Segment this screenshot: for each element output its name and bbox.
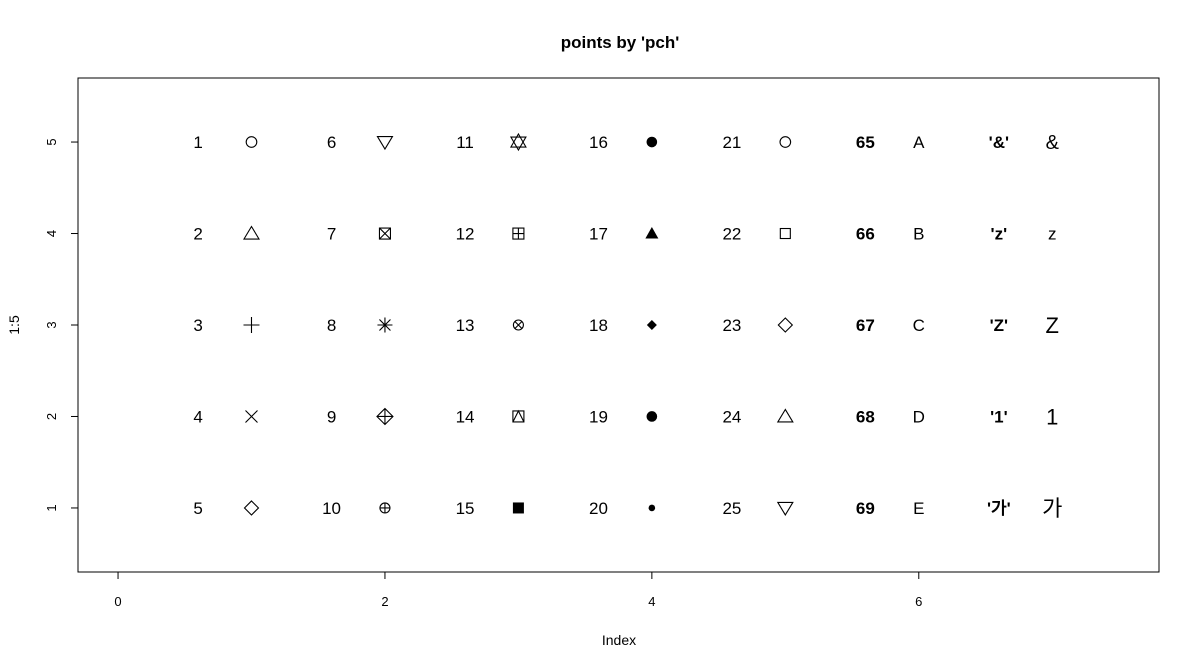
pch-label: 66 xyxy=(856,225,875,244)
point-square-cross xyxy=(378,227,392,240)
pch-character-symbol: D xyxy=(913,408,925,427)
point-filled-circle xyxy=(646,136,658,148)
point-star-of-david xyxy=(509,132,527,148)
pch-label: 69 xyxy=(856,499,875,518)
pch-label: 17 xyxy=(589,225,608,244)
y-axis-label: 1:5 xyxy=(6,315,22,335)
point-diamond-plus xyxy=(376,407,394,426)
y-tick-label: 2 xyxy=(44,413,59,420)
point-filled-circle xyxy=(646,411,658,422)
pch-label: 9 xyxy=(327,407,336,426)
point-open-diamond xyxy=(243,500,260,516)
pch-label: 67 xyxy=(856,316,875,335)
pch-column: 11 12 13 14 15 xyxy=(456,132,527,518)
pch-label: 10 xyxy=(322,499,341,518)
point-square-plus xyxy=(512,227,525,240)
pch-character-symbol: z xyxy=(1048,225,1057,244)
point-filled-triangle xyxy=(645,227,659,239)
pch-column: '&' & 'z' z 'Z' Z '1' 1 '가' 가 xyxy=(987,132,1062,521)
point-open-circle xyxy=(779,136,792,148)
point-circle-cross xyxy=(514,321,523,329)
pch-label: 12 xyxy=(456,225,475,244)
point-filled-diamond xyxy=(646,320,657,330)
pch-label: 65 xyxy=(856,133,875,152)
pch-label: 1 xyxy=(193,133,202,152)
pch-character-symbol: & xyxy=(1046,132,1060,154)
x-tick-label: 6 xyxy=(915,594,922,609)
pch-label: 'z' xyxy=(991,225,1008,244)
pch-label: 'Z' xyxy=(990,316,1008,335)
x-tick-label: 2 xyxy=(381,594,388,609)
pch-character-symbol: E xyxy=(913,499,924,518)
point-square-triangle xyxy=(512,409,525,423)
pch-label: 23 xyxy=(722,316,741,335)
pch-column: 1 2 3 4 5 xyxy=(193,133,260,518)
pch-label: 21 xyxy=(722,133,741,152)
point-open-triangle-down xyxy=(376,135,394,151)
x-axis-label: Index xyxy=(602,632,636,648)
y-tick-label: 3 xyxy=(44,321,59,328)
pch-label: 8 xyxy=(327,316,336,335)
pch-label: 20 xyxy=(589,499,608,518)
pch-label: 5 xyxy=(193,499,202,518)
pch-label: 25 xyxy=(722,499,741,518)
pch-label: 18 xyxy=(589,316,608,335)
pch-label: '가' xyxy=(987,499,1011,518)
point-asterisk xyxy=(377,317,393,333)
point-open-triangle-up xyxy=(243,225,260,240)
pch-label: 11 xyxy=(456,133,474,152)
x-tick-label: 0 xyxy=(114,594,121,609)
point-plus xyxy=(243,317,260,333)
point-open-triangle-up xyxy=(776,408,794,423)
pch-character-symbol: B xyxy=(913,225,924,244)
pch-label: 16 xyxy=(589,133,608,152)
pch-label: '1' xyxy=(990,407,1008,426)
pch-column: 65 A 66 B 67 C 68 D 69 E xyxy=(856,133,925,518)
point-open-circle xyxy=(245,136,258,148)
x-axis: 0 2 4 6 xyxy=(114,571,922,609)
pch-label: 24 xyxy=(722,407,741,426)
y-tick-label: 4 xyxy=(44,230,59,237)
plot-marks: 1234567891011121314151617181920212223242… xyxy=(193,132,1062,521)
pch-label: 2 xyxy=(193,225,202,244)
pch-character-symbol: Z xyxy=(1046,313,1059,338)
pch-character-symbol: 가 xyxy=(1042,496,1062,521)
point-open-triangle-down xyxy=(776,501,794,517)
x-tick-label: 4 xyxy=(648,594,655,609)
point-cross xyxy=(245,410,258,423)
pch-label: 13 xyxy=(456,316,475,335)
pch-column: 6 7 8 9 10 xyxy=(322,133,394,518)
point-filled-square xyxy=(512,502,524,514)
point-open-square xyxy=(779,227,791,240)
pch-character-symbol: C xyxy=(913,316,925,335)
chart-title: points by 'pch' xyxy=(561,33,680,52)
pch-label: '&' xyxy=(989,133,1009,152)
point-circle-plus xyxy=(379,502,390,513)
pch-label: 19 xyxy=(589,407,608,426)
point-open-diamond xyxy=(777,317,794,333)
pch-label: 3 xyxy=(193,316,202,335)
point-small-filled-circle xyxy=(648,504,656,512)
pch-column: 16 17 18 19 20 xyxy=(589,133,659,518)
pch-label: 22 xyxy=(722,225,741,244)
y-tick-label: 5 xyxy=(44,138,59,145)
point-star-of-david xyxy=(509,136,527,152)
point-circle-cross xyxy=(512,319,524,331)
pch-character-symbol: 1 xyxy=(1046,404,1058,429)
y-axis: 1 2 3 4 5 xyxy=(44,138,79,512)
pch-label: 4 xyxy=(193,407,202,426)
pch-column: 21 22 23 24 25 xyxy=(722,133,794,518)
pch-label: 68 xyxy=(856,407,875,426)
pch-label: 14 xyxy=(456,407,475,426)
y-tick-label: 1 xyxy=(44,504,59,511)
pch-character-symbol: A xyxy=(913,133,925,152)
pch-label: 6 xyxy=(327,133,336,152)
pch-label: 15 xyxy=(456,499,475,518)
pch-label: 7 xyxy=(327,225,336,244)
